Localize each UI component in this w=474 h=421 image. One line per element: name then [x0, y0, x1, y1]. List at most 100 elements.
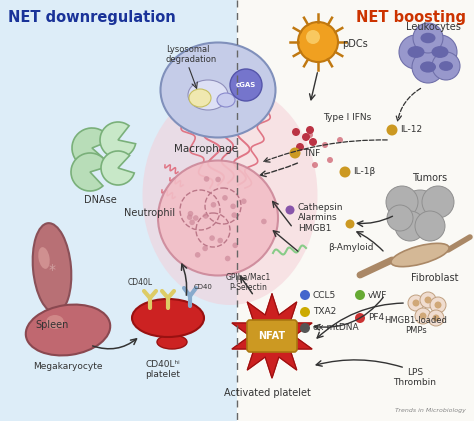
Circle shape [346, 219, 355, 229]
Circle shape [292, 128, 300, 136]
Circle shape [415, 211, 445, 241]
Text: NET downregulation: NET downregulation [8, 10, 176, 25]
Ellipse shape [431, 46, 448, 58]
Circle shape [420, 292, 436, 308]
Circle shape [399, 35, 433, 69]
Circle shape [355, 313, 365, 323]
Polygon shape [232, 294, 312, 378]
Circle shape [202, 245, 208, 251]
Circle shape [230, 69, 262, 101]
Text: PF4: PF4 [368, 314, 384, 322]
Ellipse shape [391, 243, 449, 266]
Circle shape [210, 202, 216, 208]
Text: pDCs: pDCs [342, 39, 368, 49]
Text: DNAse: DNAse [83, 195, 117, 205]
Ellipse shape [408, 46, 425, 58]
Text: Type I IFNs: Type I IFNs [323, 112, 371, 122]
Ellipse shape [420, 33, 436, 43]
Ellipse shape [217, 93, 235, 107]
Circle shape [300, 307, 310, 317]
Circle shape [290, 147, 301, 158]
Ellipse shape [188, 80, 228, 110]
Text: β-Amyloid: β-Amyloid [328, 243, 374, 253]
Text: IL-12: IL-12 [400, 125, 422, 134]
Circle shape [428, 310, 444, 326]
Text: Megakaryocyte: Megakaryocyte [33, 362, 103, 371]
Text: CD40Lʰⁱ
platelet: CD40Lʰⁱ platelet [146, 360, 181, 379]
Text: Neutrophil: Neutrophil [125, 208, 175, 218]
Circle shape [230, 203, 236, 209]
Bar [237, 0, 474, 421]
Circle shape [415, 308, 431, 324]
Circle shape [298, 22, 338, 62]
Text: *: * [48, 263, 55, 277]
Circle shape [400, 190, 440, 230]
Circle shape [432, 52, 460, 80]
Ellipse shape [26, 304, 110, 355]
Text: IL-1β: IL-1β [353, 168, 375, 176]
Ellipse shape [33, 223, 71, 313]
Circle shape [337, 137, 343, 143]
Ellipse shape [38, 247, 50, 269]
Text: NET boosting: NET boosting [356, 10, 466, 25]
Circle shape [285, 205, 294, 215]
Text: LPS
Thrombin: LPS Thrombin [393, 368, 437, 387]
Wedge shape [101, 151, 134, 185]
Text: Leukocytes: Leukocytes [406, 22, 460, 32]
Circle shape [412, 51, 444, 83]
Text: GPIba/Mac1
P-Selectin: GPIba/Mac1 P-Selectin [225, 272, 271, 292]
Circle shape [412, 299, 419, 306]
Circle shape [222, 195, 228, 201]
Circle shape [387, 205, 413, 231]
Bar [0, 0, 237, 421]
Circle shape [430, 297, 446, 313]
Ellipse shape [157, 335, 187, 349]
Circle shape [195, 252, 201, 258]
Circle shape [225, 256, 230, 261]
Circle shape [425, 296, 431, 304]
Circle shape [193, 215, 199, 221]
Circle shape [218, 238, 223, 243]
Text: Spleen: Spleen [35, 320, 69, 330]
Circle shape [423, 35, 457, 69]
Text: CCL5: CCL5 [313, 290, 336, 299]
Text: Tumors: Tumors [412, 173, 447, 183]
Circle shape [188, 211, 193, 216]
Text: CD40L: CD40L [128, 278, 153, 287]
Ellipse shape [439, 61, 453, 71]
Text: Macrophage: Macrophage [174, 144, 238, 154]
Text: Trends in Microbiology: Trends in Microbiology [395, 408, 466, 413]
Wedge shape [100, 122, 136, 158]
Text: cGAS: cGAS [236, 82, 256, 88]
Circle shape [422, 186, 454, 218]
Text: TNF: TNF [303, 149, 320, 157]
Circle shape [215, 177, 221, 182]
Circle shape [203, 213, 209, 219]
Ellipse shape [158, 160, 278, 275]
Text: HMGB1-loaded
PMPs: HMGB1-loaded PMPs [384, 316, 447, 336]
Circle shape [231, 212, 237, 218]
Text: Lysosomal
degradation: Lysosomal degradation [166, 45, 217, 64]
Circle shape [435, 301, 441, 309]
Circle shape [419, 312, 427, 320]
Text: Fibroblast: Fibroblast [411, 273, 459, 283]
Circle shape [339, 166, 350, 178]
Circle shape [355, 290, 365, 300]
Circle shape [306, 126, 314, 134]
Circle shape [307, 132, 313, 138]
Circle shape [386, 186, 418, 218]
Circle shape [302, 133, 310, 141]
Circle shape [306, 30, 320, 44]
Text: CD40: CD40 [194, 284, 213, 290]
Circle shape [204, 176, 210, 182]
Circle shape [312, 162, 318, 168]
Wedge shape [72, 128, 110, 168]
Circle shape [309, 138, 317, 146]
Text: Cathepsin
Alarmins
HMGB1: Cathepsin Alarmins HMGB1 [298, 203, 344, 233]
Circle shape [189, 220, 195, 225]
Circle shape [232, 242, 238, 248]
Text: ox mtDNA: ox mtDNA [313, 323, 359, 333]
Ellipse shape [420, 61, 436, 72]
Circle shape [327, 157, 333, 163]
Ellipse shape [132, 299, 204, 337]
